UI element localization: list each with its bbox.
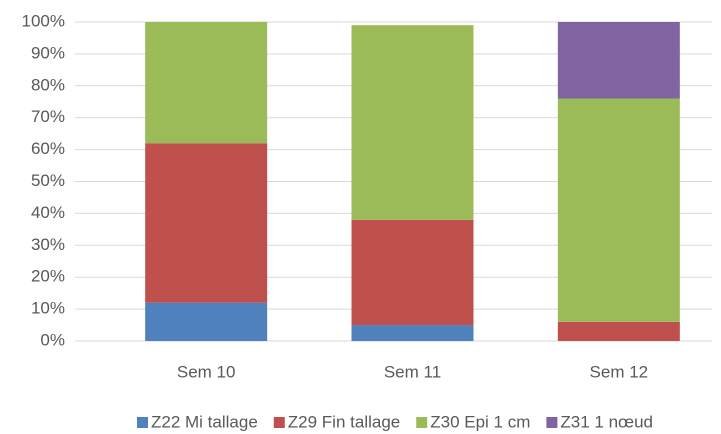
legend-swatch [546,417,558,428]
bar-segment [557,98,680,322]
bar-segment [557,321,680,341]
y-tick-label: 10% [31,299,65,318]
bar-segment [351,219,474,326]
x-tick-label: Sem 10 [177,362,236,381]
legend-label: Z30 Epi 1 cm [430,412,530,431]
y-tick-label: 90% [31,43,65,62]
y-tick-label: 20% [31,267,65,286]
bar-segment [145,302,268,341]
bar-segment [351,325,474,341]
legend-swatch [137,417,148,428]
y-tick-label: 70% [31,107,65,126]
x-tick-label: Sem 11 [384,362,441,381]
legend-swatch [273,417,285,428]
y-tick-label: 100% [22,11,65,30]
y-tick-label: 50% [31,171,65,190]
bar-segment [351,25,474,220]
bar-segment [145,143,268,303]
y-tick-label: 30% [31,235,65,254]
x-tick-label: Sem 12 [590,362,649,381]
legend-label: Z22 Mi tallage [151,412,258,431]
y-tick-label: 0% [40,330,65,349]
y-tick-label: 60% [31,139,65,158]
y-tick-label: 40% [31,203,65,222]
bar-segment [145,22,268,144]
y-tick-label: 80% [31,75,65,94]
legend-swatch [416,417,428,428]
bar-segment [557,22,680,99]
legend-label: Z29 Fin tallage [288,412,400,431]
legend-label: Z31 1 nœud [560,412,653,431]
